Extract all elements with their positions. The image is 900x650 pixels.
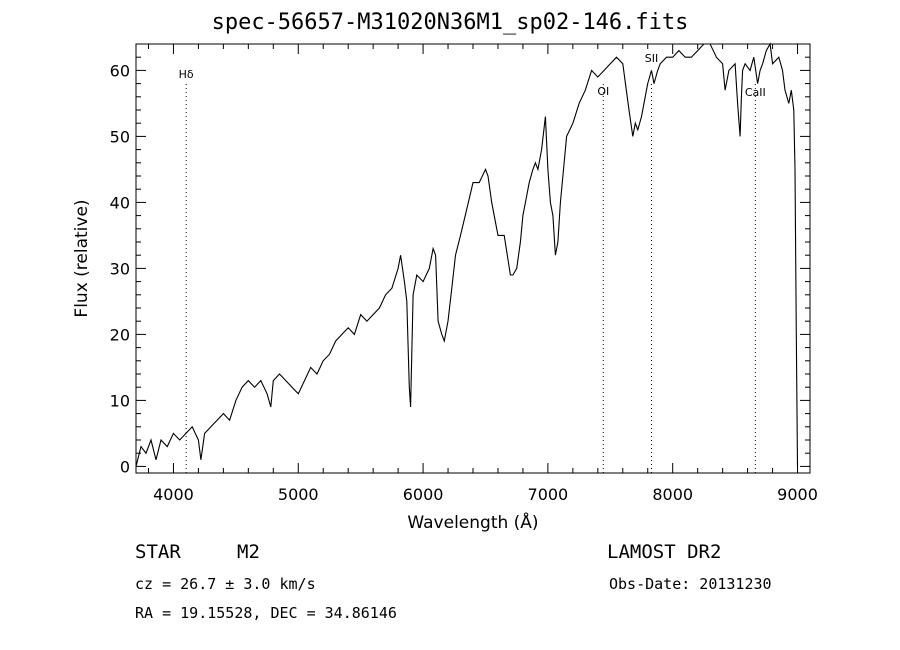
chart-title: spec-56657-M31020N36M1_sp02-146.fits (211, 10, 689, 35)
y-tick-label: 30 (110, 259, 130, 278)
line-marker-label: CaII (745, 86, 766, 99)
object-class: STAR (135, 541, 181, 563)
x-tick-label: 5000 (278, 485, 319, 504)
object-subclass: M2 (237, 541, 260, 563)
plot-frame (135, 43, 811, 474)
x-tick-label: 6000 (403, 485, 444, 504)
spectrum-line (135, 42, 799, 467)
y-tick-label: 10 (110, 391, 130, 410)
x-axis-label: Wavelength (Å) (407, 511, 538, 533)
redshift-info: cz = 26.7 ± 3.0 km/s (135, 575, 316, 593)
y-tick-label: 50 (110, 127, 130, 146)
x-tick-label: 8000 (652, 485, 693, 504)
y-tick-label: 20 (110, 325, 130, 344)
line-marker-label: OI (597, 85, 609, 98)
line-marker-label: Hδ (179, 68, 194, 81)
y-tick-label: 60 (110, 61, 130, 80)
line-marker-label: SII (645, 52, 658, 65)
y-tick-label: 0 (120, 457, 130, 476)
x-tick-label: 7000 (528, 485, 569, 504)
observation-date: Obs-Date: 20131230 (609, 575, 772, 593)
y-tick-label: 40 (110, 193, 130, 212)
x-tick-label: 4000 (153, 485, 194, 504)
y-axis-label: Flux (relative) (72, 199, 92, 317)
x-tick-label: 9000 (777, 485, 818, 504)
coordinates-info: RA = 19.15528, DEC = 34.86146 (135, 604, 397, 622)
survey-name: LAMOST DR2 (607, 541, 722, 563)
